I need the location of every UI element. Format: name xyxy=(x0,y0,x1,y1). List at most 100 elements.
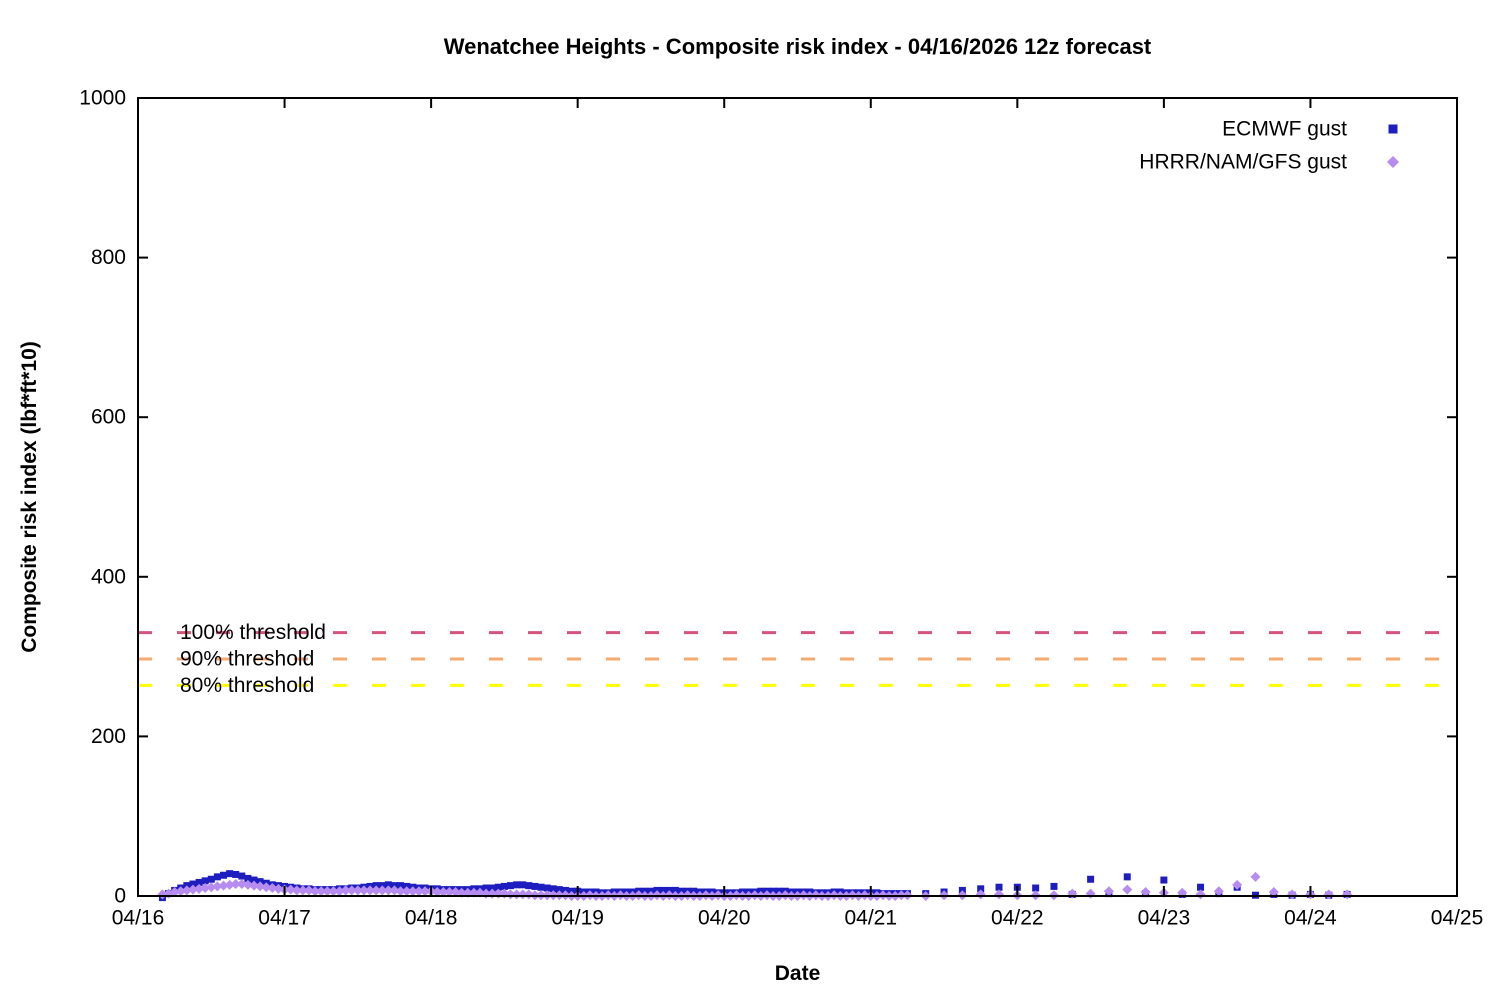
data-point-hrrr xyxy=(249,880,260,891)
data-point-ecmwf xyxy=(531,882,539,890)
data-point-hrrr xyxy=(432,887,443,898)
data-point-hrrr xyxy=(310,886,321,897)
data-point-ecmwf xyxy=(1160,876,1168,884)
legend-label: HRRR/NAM/GFS gust xyxy=(1139,151,1347,174)
data-point-hrrr xyxy=(438,887,449,898)
data-point-ecmwf xyxy=(525,882,533,890)
data-point-hrrr xyxy=(261,882,272,893)
data-point-ecmwf xyxy=(494,883,502,891)
data-point-ecmwf xyxy=(482,884,490,892)
data-point-hrrr xyxy=(224,879,235,890)
data-point-ecmwf xyxy=(397,882,405,890)
x-tick-label: 04/19 xyxy=(551,907,604,930)
data-point-hrrr xyxy=(444,887,455,898)
threshold-label: 100% threshold xyxy=(180,621,326,644)
data-point-hrrr xyxy=(401,886,412,897)
data-point-ecmwf xyxy=(488,884,496,892)
data-point-ecmwf xyxy=(238,872,246,880)
y-tick-label: 600 xyxy=(91,406,126,429)
data-point-ecmwf xyxy=(1032,884,1040,892)
data-point-ecmwf xyxy=(1087,875,1095,883)
data-point-ecmwf xyxy=(1123,873,1131,881)
data-point-hrrr xyxy=(413,886,424,897)
data-point-hrrr xyxy=(230,879,241,890)
data-point-hrrr xyxy=(1250,871,1261,882)
x-tick-label: 04/18 xyxy=(405,907,458,930)
data-point-hrrr xyxy=(181,885,192,896)
x-tick-label: 04/16 xyxy=(112,907,165,930)
data-point-hrrr xyxy=(1268,887,1279,898)
data-point-ecmwf xyxy=(507,882,515,890)
data-point-ecmwf xyxy=(1197,883,1205,891)
data-point-hrrr xyxy=(328,886,339,897)
data-point-hrrr xyxy=(169,887,180,898)
data-point-ecmwf xyxy=(244,874,252,882)
data-point-hrrr xyxy=(236,879,247,890)
data-point-ecmwf xyxy=(500,882,508,890)
data-point-ecmwf xyxy=(213,873,221,881)
data-point-hrrr xyxy=(1085,888,1096,899)
data-point-hrrr xyxy=(1213,886,1224,897)
data-point-ecmwf xyxy=(189,880,197,888)
y-tick-label: 0 xyxy=(114,885,126,908)
x-tick-label: 04/21 xyxy=(844,907,897,930)
x-axis-label: Date xyxy=(774,962,821,985)
data-point-hrrr xyxy=(1195,889,1206,900)
legend-marker-diamond xyxy=(1387,156,1399,168)
data-point-hrrr xyxy=(255,881,266,892)
y-tick-label: 200 xyxy=(91,725,126,748)
data-point-hrrr xyxy=(303,885,314,896)
data-point-ecmwf xyxy=(207,875,215,883)
data-point-hrrr xyxy=(1140,887,1151,898)
x-tick-label: 04/23 xyxy=(1138,907,1191,930)
data-point-ecmwf xyxy=(543,884,551,892)
data-point-ecmwf xyxy=(513,881,521,889)
x-tick-label: 04/24 xyxy=(1284,907,1337,930)
threshold-label: 90% threshold xyxy=(180,647,314,670)
data-point-ecmwf xyxy=(537,883,545,891)
y-tick-label: 800 xyxy=(91,246,126,269)
x-tick-label: 04/25 xyxy=(1431,907,1484,930)
data-point-hrrr xyxy=(352,885,363,896)
chart-title: Wenatchee Heights - Composite risk index… xyxy=(443,34,1152,59)
data-point-hrrr xyxy=(316,886,327,897)
data-point-ecmwf xyxy=(250,876,258,884)
data-point-hrrr xyxy=(377,885,388,896)
data-point-hrrr xyxy=(285,884,296,895)
data-point-ecmwf xyxy=(519,881,527,889)
data-point-ecmwf xyxy=(671,886,679,894)
legend-label: ECMWF gust xyxy=(1222,118,1347,141)
data-point-hrrr xyxy=(273,883,284,894)
data-point-ecmwf xyxy=(195,878,203,886)
data-point-ecmwf xyxy=(659,886,667,894)
data-point-hrrr xyxy=(334,886,345,897)
y-tick-label: 400 xyxy=(91,565,126,588)
data-point-hrrr xyxy=(371,885,382,896)
data-point-hrrr xyxy=(420,886,431,897)
data-point-hrrr xyxy=(450,887,461,898)
data-point-hrrr xyxy=(212,881,223,892)
data-point-ecmwf xyxy=(977,885,985,893)
plot-border xyxy=(137,97,1458,897)
data-point-hrrr xyxy=(994,889,1005,900)
data-point-hrrr xyxy=(322,886,333,897)
legend-marker-square xyxy=(1388,124,1398,134)
y-tick-label: 1000 xyxy=(79,87,126,110)
x-tick-label: 04/22 xyxy=(991,907,1044,930)
data-point-hrrr xyxy=(194,883,205,894)
data-point-ecmwf xyxy=(219,871,227,879)
data-point-ecmwf xyxy=(555,886,563,894)
data-point-ecmwf xyxy=(232,870,240,878)
x-tick-label: 04/20 xyxy=(698,907,751,930)
data-point-ecmwf xyxy=(995,883,1003,891)
threshold-label: 80% threshold xyxy=(180,674,314,697)
data-point-ecmwf xyxy=(1050,882,1058,890)
data-point-hrrr xyxy=(206,882,217,893)
data-point-hrrr xyxy=(407,886,418,897)
data-point-hrrr xyxy=(297,885,308,896)
data-point-hrrr xyxy=(340,885,351,896)
data-point-hrrr xyxy=(383,885,394,896)
x-tick-label: 04/17 xyxy=(258,907,311,930)
